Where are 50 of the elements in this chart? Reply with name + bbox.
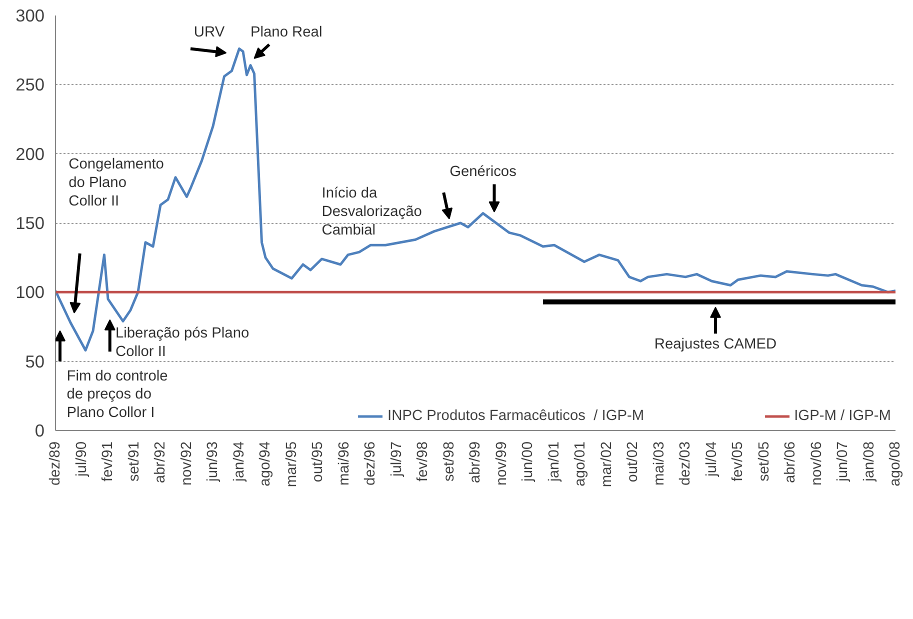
annotation: Início da Desvalorização Cambial [322,186,422,238]
y-tick-label: 300 [16,6,45,26]
x-tick-label: set/91 [126,441,142,482]
x-tick-label: nov/92 [178,441,195,486]
annotation: Fim do controle de preços do Plano Collor I [66,368,168,422]
annotation: Plano Real [250,24,322,40]
x-tick-label: jan/08 [861,441,878,482]
x-tick-label: jul/04 [704,441,720,478]
x-tick-label: abr/92 [152,441,168,484]
x-tick-label: nov/06 [808,441,825,486]
x-tick-label: jan/01 [546,441,562,482]
x-tick-label: jun/93 [205,441,221,482]
x-tick-label: mai/03 [651,441,668,486]
x-tick-label: fev/98 [415,441,431,482]
annotation: URV [194,24,225,40]
y-tick-label: 250 [16,74,45,95]
annotation: Congelamento do Plano Collor II [68,156,164,210]
x-tick-label: dez/89 [48,441,64,486]
x-tick-label: fev/05 [730,441,746,482]
legend-label: INPC Produtos Farmacêuticos / IGP-M [388,408,644,424]
annotation: Reajustes CAMED [654,336,777,352]
x-tick-label: fev/91 [100,441,116,482]
x-tick-label: mar/02 [598,441,615,488]
x-tick-label: ago/01 [572,442,588,486]
x-tick-label: jun/07 [835,441,851,482]
y-tick-label: 50 [25,351,45,372]
annotation: Liberação pós Plano Collor II [116,325,250,360]
x-tick-label: ago/94 [258,442,274,486]
x-tick-label: abr/99 [468,441,484,484]
x-tick-label: ago/08 [888,442,904,486]
y-tick-label: 150 [16,213,45,233]
x-tick-label: jan/94 [231,441,248,482]
x-tick-label: set/98 [441,441,458,482]
x-tick-label: set/05 [756,441,772,482]
x-tick-label: out/02 [625,442,641,482]
x-tick-label: jun/00 [520,441,536,482]
x-tick-label: dez/96 [362,441,378,486]
x-tick-label: mai/96 [336,441,352,486]
y-tick-label: 0 [34,420,45,440]
y-tick-label: 200 [16,144,45,164]
legend-label: IGP-M / IGP-M [794,408,891,424]
x-tick-label: out/95 [310,442,326,482]
x-tick-label: dez/03 [678,441,694,486]
x-tick-label: mar/95 [284,441,300,488]
x-tick-label: jul/97 [388,441,405,478]
x-tick-label: nov/99 [494,441,510,486]
x-tick-label: abr/06 [782,441,798,484]
y-tick-label: 100 [16,282,45,302]
x-tick-label: jul/90 [74,441,90,478]
annotation: Genéricos [450,164,516,180]
